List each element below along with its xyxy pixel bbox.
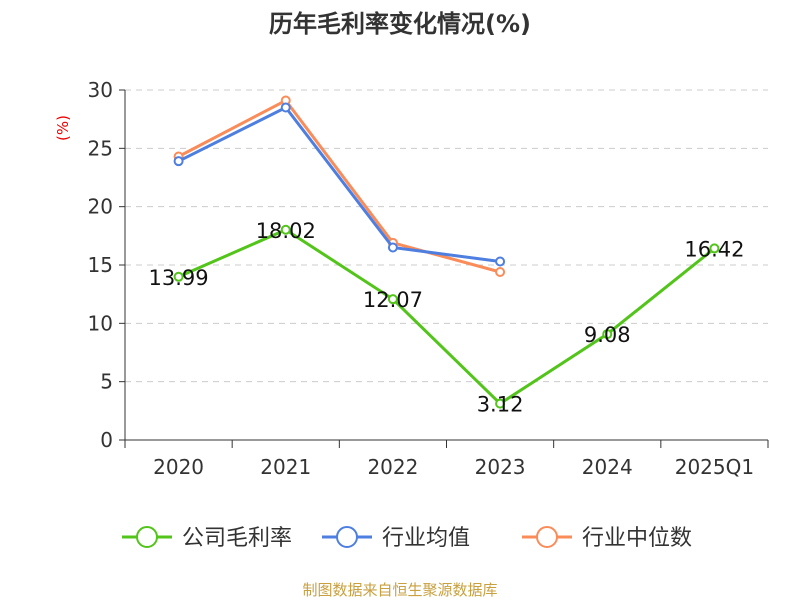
data-point[interactable]	[173, 271, 184, 282]
x-tick-label: 2023	[475, 455, 526, 479]
chart-title: 历年毛利率变化情况(%)	[269, 10, 531, 38]
x-tick-label: 2024	[582, 455, 633, 479]
legend-marker-icon	[536, 526, 558, 548]
x-tick-label: 2021	[260, 455, 311, 479]
data-label: 16.42	[684, 237, 744, 261]
data-point[interactable]	[387, 294, 398, 305]
legend-marker-icon	[136, 526, 158, 548]
data-label: 13.99	[149, 266, 209, 290]
y-tick-label: 25	[88, 136, 113, 160]
x-tick-label: 2022	[367, 455, 418, 479]
data-point[interactable]	[280, 224, 291, 235]
data-point[interactable]	[280, 102, 291, 113]
y-tick-label: 15	[88, 253, 113, 277]
y-axis-label: (%)	[54, 115, 72, 141]
data-point[interactable]	[495, 256, 506, 267]
y-tick-label: 10	[88, 311, 113, 335]
legend-label: 行业中位数	[582, 526, 692, 551]
legend-item[interactable]: 公司毛利率	[122, 526, 292, 551]
y-tick-label: 20	[88, 195, 113, 219]
y-tick-label: 0	[100, 428, 113, 452]
data-label: 9.08	[584, 323, 631, 347]
legend-item[interactable]: 行业均值	[322, 526, 470, 551]
series-line	[177, 98, 501, 274]
series-line	[177, 228, 716, 406]
data-label: 18.02	[256, 219, 316, 243]
x-tick-label: 2025Q1	[675, 455, 754, 479]
legend-label: 行业均值	[382, 526, 470, 551]
legend-item[interactable]: 行业中位数	[522, 526, 692, 551]
data-point[interactable]	[602, 329, 613, 340]
x-tick-label: 2020	[153, 455, 204, 479]
series-line	[177, 105, 501, 263]
data-point[interactable]	[495, 267, 506, 277]
data-point[interactable]	[173, 156, 184, 167]
source-note: 制图数据来自恒生聚源数据库	[302, 581, 497, 599]
legend-label: 公司毛利率	[182, 526, 292, 551]
y-tick-label: 5	[100, 370, 113, 394]
data-label: 12.07	[363, 288, 423, 312]
y-tick-label: 30	[88, 78, 113, 102]
legend-marker-icon	[336, 526, 358, 548]
data-label: 3.12	[477, 393, 524, 417]
data-point[interactable]	[709, 243, 720, 254]
data-point[interactable]	[495, 398, 506, 409]
data-point[interactable]	[387, 242, 398, 253]
